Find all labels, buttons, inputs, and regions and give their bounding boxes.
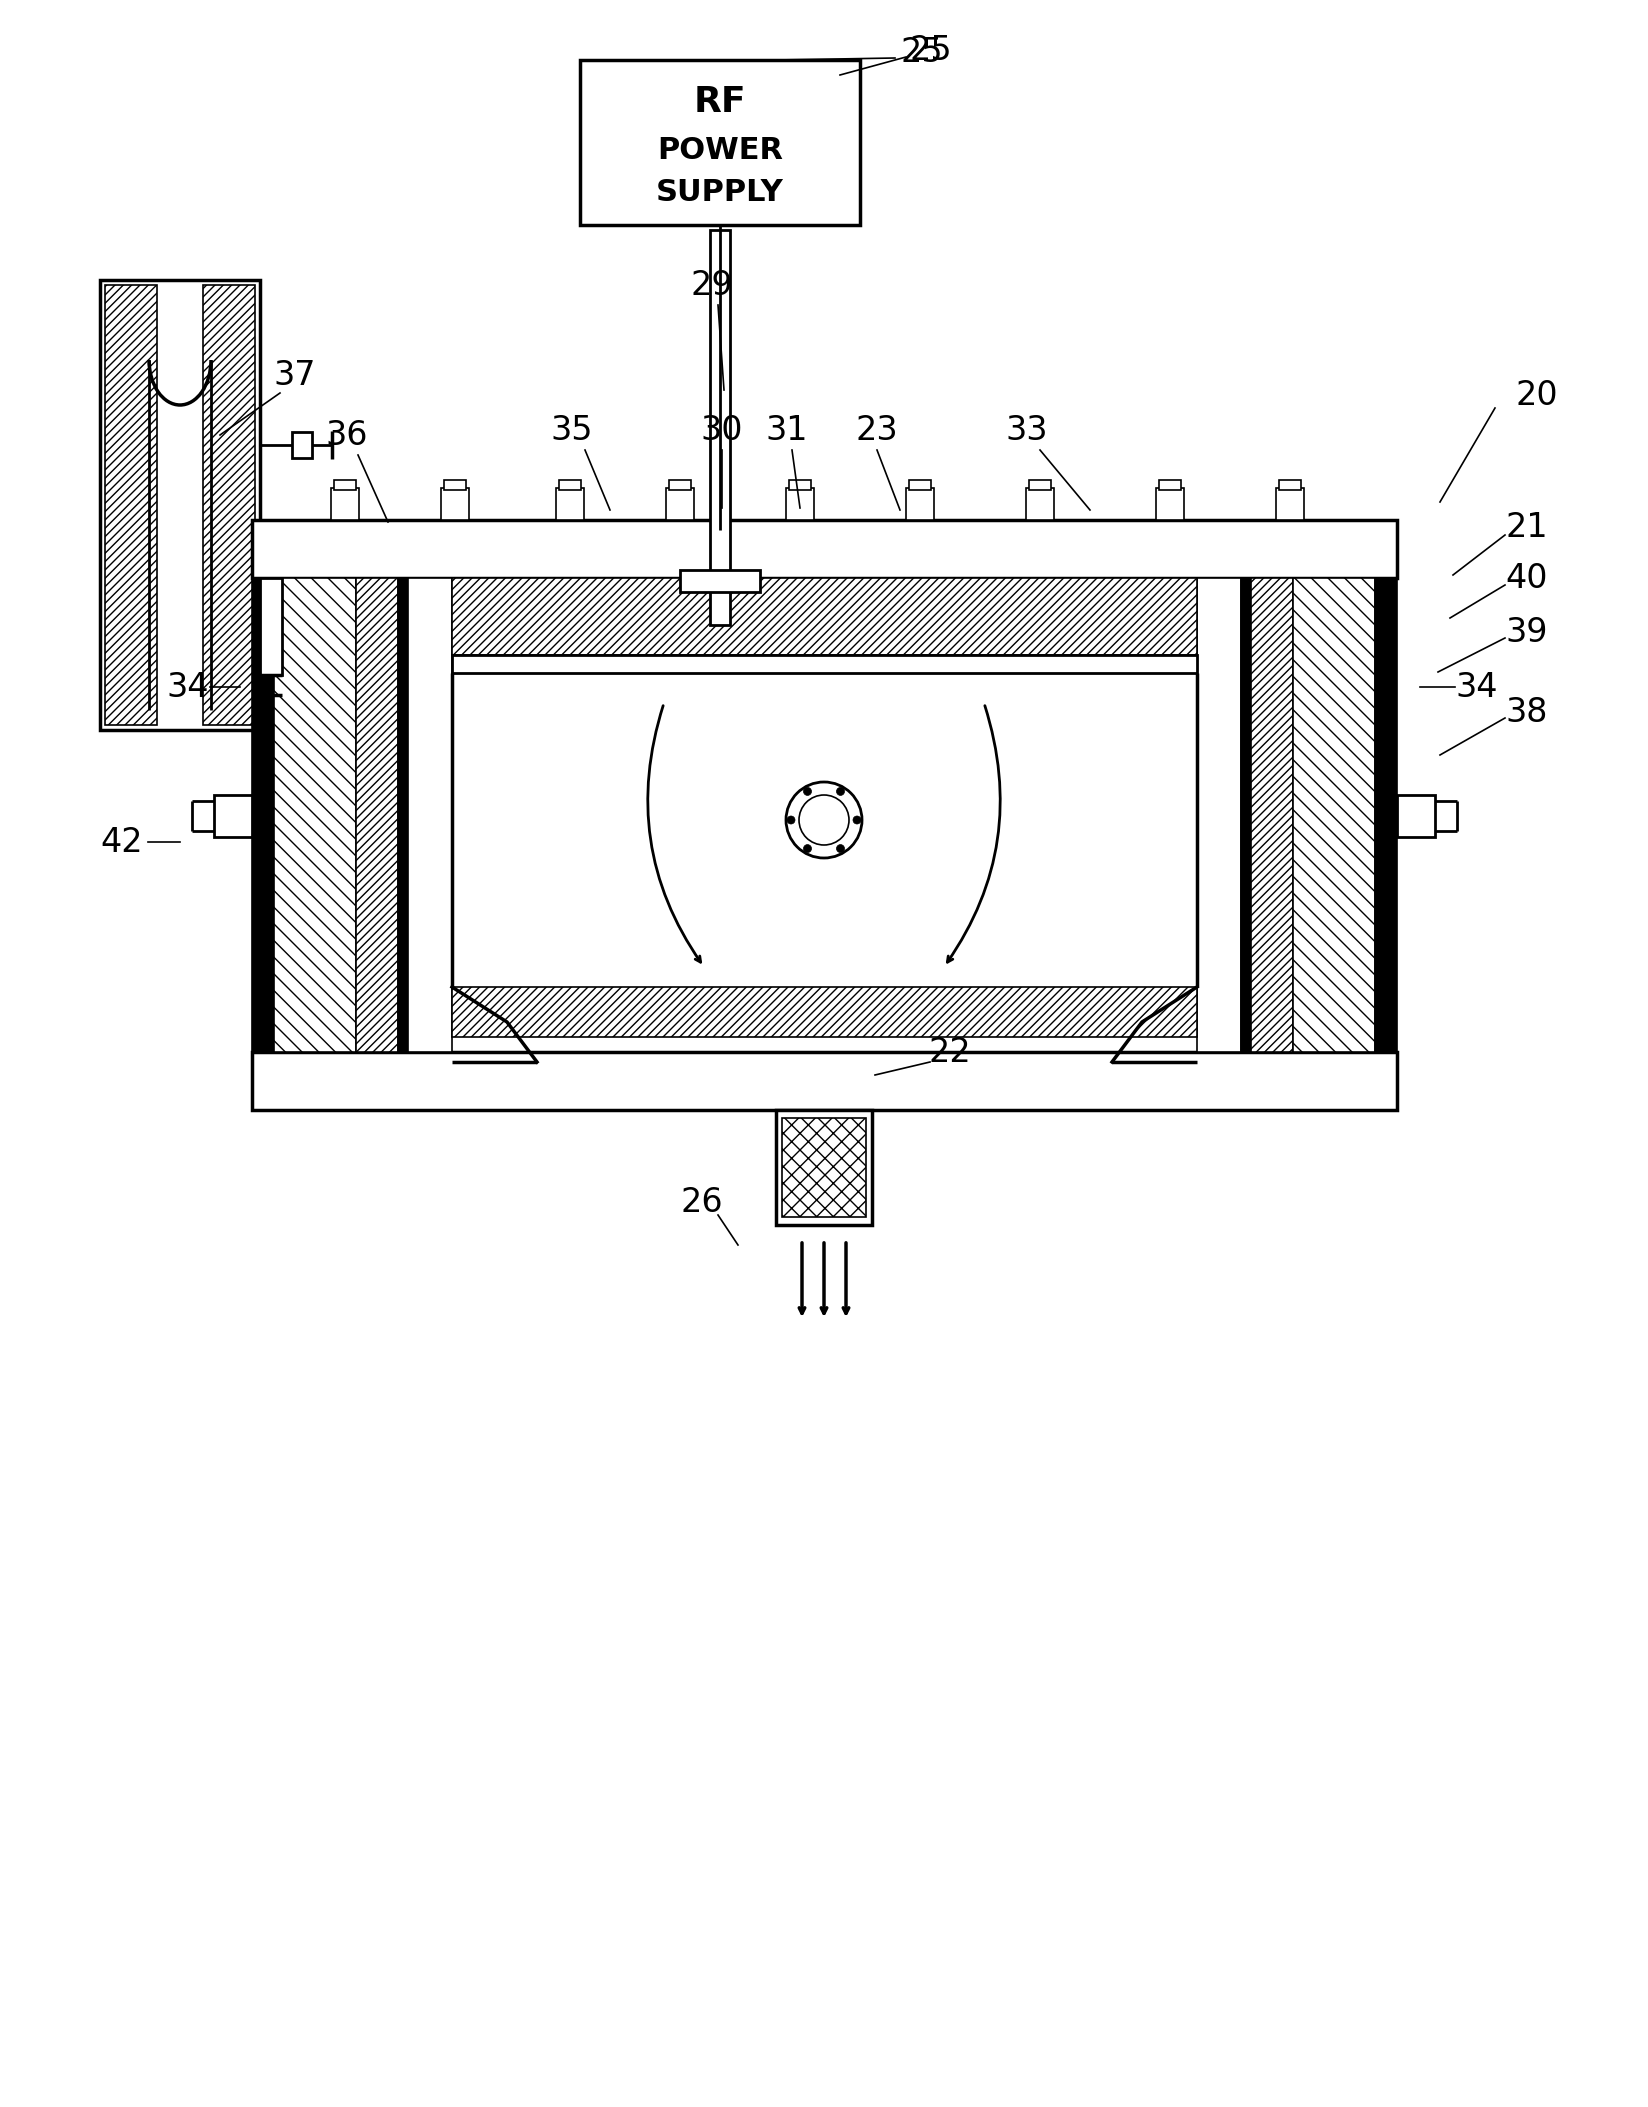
Bar — [452, 986, 1196, 1037]
Text: SUPPLY: SUPPLY — [656, 177, 783, 206]
Circle shape — [786, 815, 794, 824]
Bar — [679, 571, 760, 592]
Text: 40: 40 — [1505, 560, 1547, 594]
Bar — [274, 577, 356, 1051]
Bar — [331, 489, 359, 520]
Bar — [203, 284, 255, 725]
Text: 22: 22 — [928, 1035, 971, 1068]
Bar — [252, 520, 1396, 577]
Bar — [214, 794, 252, 836]
Bar — [786, 489, 814, 520]
Bar — [1159, 480, 1180, 491]
Bar — [666, 489, 694, 520]
Bar — [101, 280, 260, 729]
Bar — [776, 1110, 872, 1224]
Text: 37: 37 — [274, 358, 316, 392]
Bar — [1276, 489, 1304, 520]
Bar — [1292, 577, 1374, 1051]
Text: 39: 39 — [1505, 615, 1547, 649]
Bar — [1396, 794, 1434, 836]
Bar — [440, 489, 468, 520]
Bar — [1374, 577, 1396, 1051]
Text: 36: 36 — [326, 419, 368, 451]
Bar — [1028, 480, 1050, 491]
Circle shape — [836, 845, 844, 853]
Bar — [407, 577, 452, 1051]
Text: POWER: POWER — [656, 135, 783, 164]
Text: 25: 25 — [910, 34, 953, 67]
Bar — [555, 489, 583, 520]
Bar — [1155, 489, 1183, 520]
Text: 35: 35 — [550, 413, 593, 447]
Bar — [443, 480, 466, 491]
Circle shape — [803, 788, 811, 796]
Bar — [356, 577, 397, 1051]
Bar — [580, 59, 860, 225]
Bar — [559, 480, 580, 491]
Bar — [1251, 577, 1292, 1051]
Circle shape — [803, 845, 811, 853]
Bar — [908, 480, 931, 491]
Circle shape — [852, 815, 860, 824]
Bar — [252, 1051, 1396, 1110]
Text: 29: 29 — [691, 268, 733, 301]
Text: 31: 31 — [765, 413, 808, 447]
Bar — [292, 432, 311, 457]
Text: 20: 20 — [1515, 379, 1557, 411]
Bar — [1279, 480, 1300, 491]
Bar — [669, 480, 691, 491]
Bar — [788, 480, 811, 491]
Text: 30: 30 — [700, 413, 743, 447]
Bar — [397, 577, 407, 1051]
Text: 23: 23 — [855, 413, 898, 447]
Bar — [1025, 489, 1053, 520]
Bar — [905, 489, 933, 520]
Bar — [452, 577, 1196, 655]
Bar — [1241, 577, 1251, 1051]
Text: 26: 26 — [681, 1186, 723, 1218]
Bar — [452, 655, 1196, 672]
Text: 25: 25 — [900, 36, 943, 70]
Text: 21: 21 — [1505, 510, 1547, 544]
Bar — [710, 230, 730, 626]
Bar — [260, 577, 282, 674]
Text: 34: 34 — [166, 670, 209, 704]
Bar — [105, 284, 157, 725]
Text: 34: 34 — [1455, 670, 1498, 704]
Text: 33: 33 — [1005, 413, 1048, 447]
Text: 38: 38 — [1505, 695, 1547, 729]
Bar — [335, 480, 356, 491]
Text: RF: RF — [694, 84, 747, 118]
Text: 42: 42 — [101, 826, 143, 858]
Bar — [252, 577, 274, 1051]
Circle shape — [836, 788, 844, 796]
Bar — [1196, 577, 1241, 1051]
Bar — [781, 1119, 865, 1218]
